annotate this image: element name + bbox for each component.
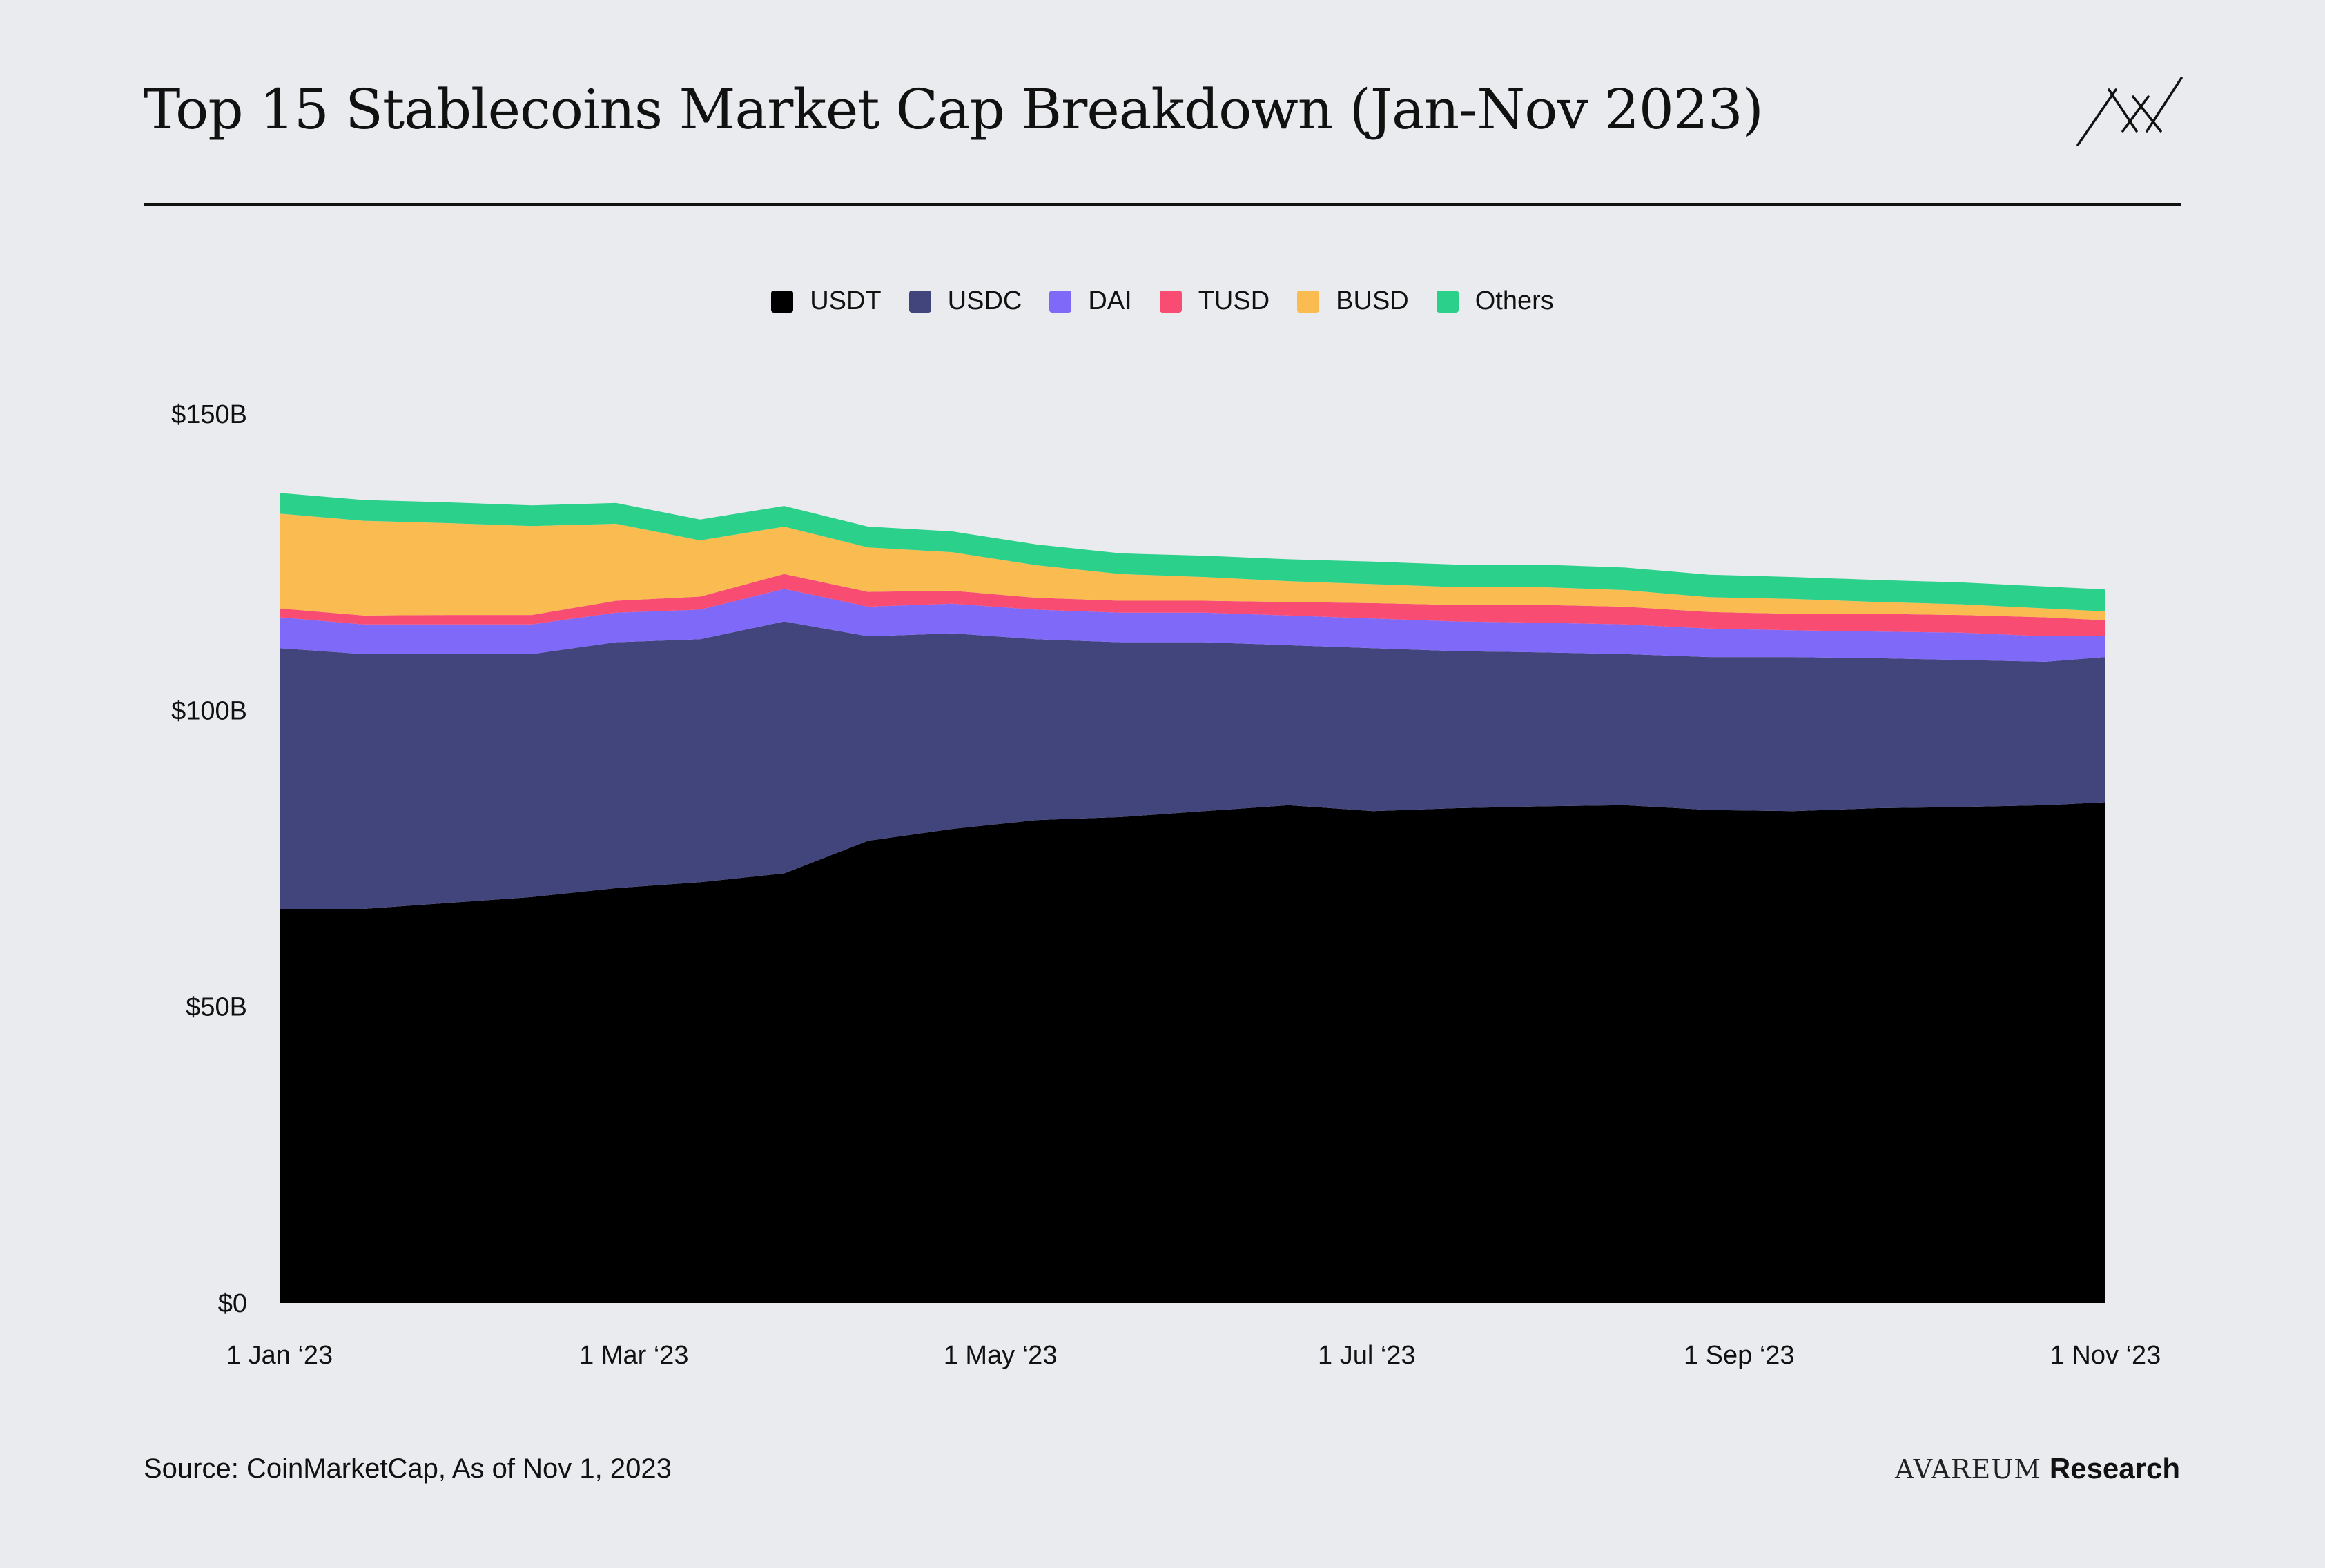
legend-label: USDC xyxy=(947,286,1022,315)
legend-item-usdc: USDC xyxy=(908,286,1022,316)
legend-label: BUSD xyxy=(1336,286,1409,315)
legend-item-dai: DAI xyxy=(1049,286,1132,316)
legend-label: Others xyxy=(1475,286,1554,315)
x-tick-label: 1 Jul ‘23 xyxy=(1318,1341,1416,1370)
legend-swatch-tusd xyxy=(1159,290,1182,313)
x-tick-label: 1 Jan ‘23 xyxy=(226,1341,333,1370)
legend-label: DAI xyxy=(1088,286,1132,315)
brand-suffix: Research xyxy=(2049,1452,2180,1484)
chart-title: Top 15 Stablecoins Market Cap Breakdown … xyxy=(144,77,1764,141)
area-series-usdc xyxy=(280,621,2105,909)
x-tick-label: 1 Mar ‘23 xyxy=(579,1341,688,1370)
brand-logo-icon xyxy=(2076,77,2183,146)
area-series-tusd xyxy=(280,574,2105,636)
brand-name: AVAREUM xyxy=(1895,1454,2042,1484)
y-tick-label: $50B xyxy=(186,993,247,1022)
x-tick-label: 1 Sep ‘23 xyxy=(1684,1341,1795,1370)
legend-swatch-busd xyxy=(1297,290,1320,313)
legend-label: TUSD xyxy=(1198,286,1270,315)
legend-item-busd: BUSD xyxy=(1297,286,1409,316)
legend-item-usdt: USDT xyxy=(771,286,882,316)
legend-label: USDT xyxy=(810,286,882,315)
legend-swatch-others xyxy=(1436,290,1459,313)
x-tick-label: 1 Nov ‘23 xyxy=(2050,1341,2161,1370)
legend-swatch-usdc xyxy=(908,290,931,313)
source-note: Source: CoinMarketCap, As of Nov 1, 2023 xyxy=(144,1453,672,1484)
area-series-others xyxy=(280,493,2105,611)
title-divider xyxy=(144,203,2181,206)
area-series-busd xyxy=(280,513,2105,620)
brand-signature: AVAREUM Research xyxy=(1895,1452,2180,1485)
y-tick-label: $0 xyxy=(218,1289,247,1318)
chart-legend: USDT USDC DAI TUSD BUSD Others xyxy=(0,286,2325,316)
legend-item-tusd: TUSD xyxy=(1159,286,1270,316)
area-series-dai xyxy=(280,589,2105,662)
x-tick-label: 1 May ‘23 xyxy=(944,1341,1058,1370)
y-tick-label: $100B xyxy=(171,696,247,725)
legend-item-others: Others xyxy=(1436,286,1554,316)
y-tick-label: $150B xyxy=(171,400,247,429)
area-series-usdt xyxy=(280,802,2105,1303)
legend-swatch-dai xyxy=(1049,290,1072,313)
legend-swatch-usdt xyxy=(771,290,794,313)
